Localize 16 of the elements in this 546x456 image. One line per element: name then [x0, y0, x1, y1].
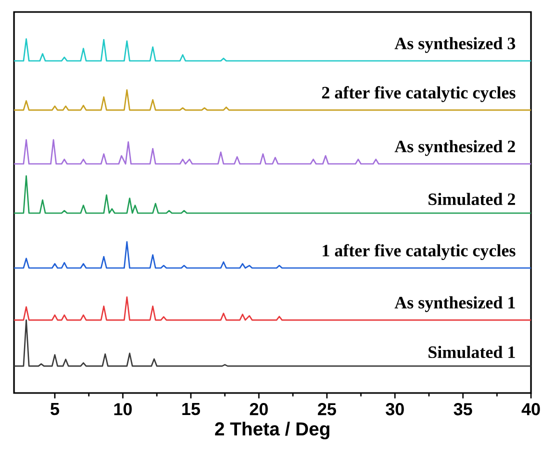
series-label: 2 after five catalytic cycles: [322, 86, 516, 102]
x-tick-label: 30: [386, 403, 404, 416]
x-tick-label: 40: [522, 403, 540, 416]
x-tick-label: 5: [50, 403, 60, 416]
x-tick-label: 15: [182, 403, 200, 416]
series-label: As synthesized 3: [394, 37, 516, 53]
series-label: 1 after five catalytic cycles: [322, 244, 516, 260]
series-label: Simulated 1: [428, 346, 515, 358]
series-label: Simulated 2: [428, 192, 516, 206]
series-label: As synthesized 2: [394, 140, 516, 156]
x-tick-label: 25: [318, 403, 336, 416]
x-tick-label: 20: [250, 403, 268, 416]
x-tick-label: 35: [454, 403, 472, 416]
x-tick-label: 10: [114, 403, 132, 416]
series-label: As synthesized 1: [394, 296, 515, 312]
x-axis-title: 2 Theta / Deg: [215, 422, 330, 440]
